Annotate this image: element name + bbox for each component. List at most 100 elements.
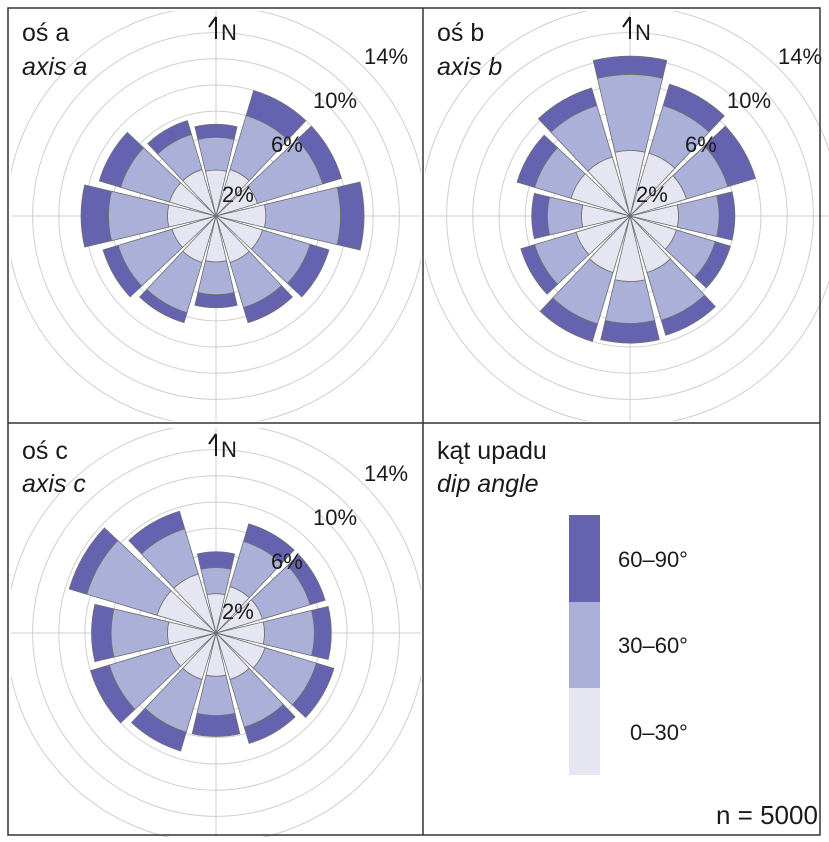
sector-band-0-30 <box>167 621 217 645</box>
sector-band-0-30 <box>215 185 258 217</box>
sector-band-0-30 <box>629 175 687 217</box>
sector-band-60-90 <box>336 181 365 251</box>
rose-sectors <box>80 90 365 324</box>
rose-sector <box>215 215 293 324</box>
sector-band-0-30 <box>215 215 263 250</box>
sector-band-0-30 <box>169 182 217 217</box>
rose-sector <box>194 123 238 217</box>
sector-band-0-30 <box>205 632 227 677</box>
rose-sector <box>215 632 296 744</box>
rose-sector <box>629 215 731 289</box>
sector-band-0-30 <box>215 599 263 634</box>
panel-title: oś a <box>22 19 69 47</box>
panel-axis-c: 2% 6% 10% 14% N oś c axis c <box>11 428 421 838</box>
rose-sector <box>215 523 295 634</box>
sector-band-60-90 <box>191 712 241 737</box>
ring-label: 14% <box>364 44 408 69</box>
ring-label: 6% <box>271 549 303 574</box>
rose-sector <box>68 527 217 634</box>
rose-sector <box>629 125 756 217</box>
rose-sectors <box>516 55 756 344</box>
rose-sector <box>90 632 217 724</box>
legend-label-0-30: 0–30° <box>630 720 688 745</box>
sector-band-30-60 <box>262 609 315 657</box>
panel-title: oś b <box>437 19 484 47</box>
sector-band-0-30 <box>575 215 631 256</box>
sector-band-0-30 <box>215 586 250 634</box>
sector-band-0-30 <box>629 215 677 250</box>
rose-sector <box>215 125 342 217</box>
sector-band-30-60 <box>676 195 720 237</box>
panel-subtitle: axis b <box>437 53 502 81</box>
rose-plot-axis-a: 2% 6% 10% 14% N <box>11 11 421 421</box>
panel-subtitle: axis c <box>22 470 86 498</box>
rose-sector <box>139 215 217 324</box>
sector-band-0-30 <box>614 215 646 282</box>
sector-band-0-30 <box>204 215 228 263</box>
sector-band-30-60 <box>547 196 584 236</box>
sector-band-0-30 <box>587 156 631 217</box>
rose-sector <box>194 215 238 309</box>
north-label: N <box>221 437 237 462</box>
rose-sector <box>215 632 335 719</box>
rose-plot-axis-b: 2% 6% 10% 14% N <box>425 11 829 421</box>
sector-band-0-30 <box>215 204 267 228</box>
panel-frame <box>7 7 821 836</box>
ring-label: 10% <box>727 88 771 113</box>
ring-label: 2% <box>222 182 254 207</box>
rose-sector <box>629 83 725 217</box>
sector-band-0-30 <box>215 215 250 263</box>
rose-sector <box>102 215 217 298</box>
sector-band-0-30 <box>156 590 217 634</box>
rose-sector <box>80 184 217 248</box>
sector-band-60-90 <box>80 184 112 248</box>
rose-sector <box>516 134 631 217</box>
rose-sector <box>147 120 217 217</box>
sector-band-0-30 <box>204 169 228 217</box>
sector-band-0-30 <box>167 204 217 228</box>
sector-band-0-30 <box>206 593 226 634</box>
sector-band-60-90 <box>531 192 551 240</box>
sector-band-30-60 <box>200 567 232 596</box>
rose-sectors <box>68 510 335 752</box>
legend-swatch-30-60 <box>569 602 600 688</box>
sector-band-0-30 <box>629 152 676 217</box>
ring-label: 10% <box>313 88 357 113</box>
sector-band-0-30 <box>629 204 679 228</box>
ring-label: 2% <box>636 182 668 207</box>
sector-band-0-30 <box>215 169 250 217</box>
rose-sector <box>215 605 332 661</box>
rose-sector <box>215 215 330 298</box>
ring-label: 2% <box>222 599 254 624</box>
rose-sector <box>592 55 668 217</box>
ring-label: 6% <box>685 132 717 157</box>
legend-subtitle: dip angle <box>437 470 538 498</box>
sector-band-0-30 <box>182 215 217 263</box>
sector-band-0-30 <box>182 169 217 217</box>
legend-swatch-60-90 <box>569 515 600 602</box>
legend-label-30-60: 30–60° <box>618 633 688 658</box>
sample-size-label: n = 5000 <box>716 800 818 830</box>
sector-band-0-30 <box>215 621 265 645</box>
rose-sector <box>130 632 217 752</box>
rose-sector <box>629 191 736 241</box>
rose-sector <box>215 90 307 217</box>
sector-band-30-60 <box>197 137 235 172</box>
sector-band-30-60 <box>197 260 235 295</box>
sector-band-0-30 <box>570 173 631 217</box>
north-arrow-head <box>208 433 217 445</box>
rose-sector <box>128 510 217 634</box>
rose-sector <box>629 215 716 336</box>
panel-axis-a: 2% 6% 10% 14% N oś a axis a <box>11 11 421 421</box>
sector-band-0-30 <box>589 215 631 273</box>
legend-swatch-0-30 <box>569 688 600 775</box>
north-label: N <box>635 20 651 45</box>
sector-band-30-60 <box>196 674 236 716</box>
rose-sector <box>91 603 217 663</box>
panel-title: oś c <box>22 437 68 465</box>
rose-sector <box>520 215 631 295</box>
north-arrow-head <box>622 16 631 28</box>
sector-band-0-30 <box>629 215 671 273</box>
